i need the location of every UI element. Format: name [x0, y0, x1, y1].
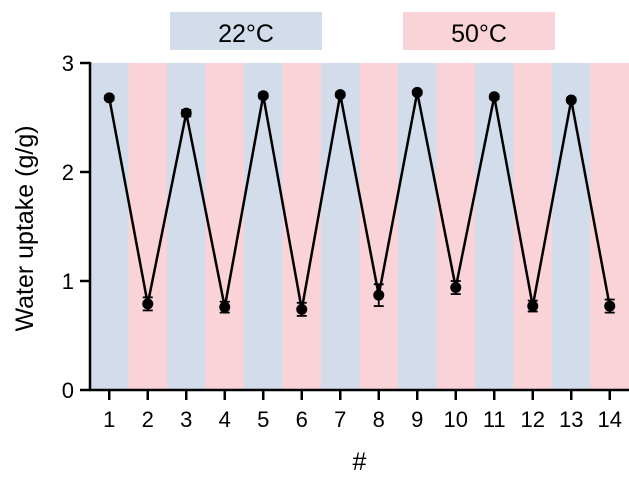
band-50c: [591, 63, 629, 390]
x-tick-label: 14: [598, 407, 622, 432]
band-22c: [90, 63, 129, 390]
y-tick-label: 3: [62, 51, 74, 76]
band-50c: [437, 63, 476, 390]
data-point: [566, 95, 577, 106]
x-tick-label: 9: [411, 407, 423, 432]
data-point: [181, 108, 192, 119]
x-tick-label: 11: [483, 407, 506, 432]
legend-label-22c: 22°C: [218, 20, 274, 48]
band-22c: [398, 63, 437, 390]
data-point: [258, 90, 269, 101]
data-point: [604, 301, 615, 312]
x-tick-label: 2: [142, 407, 154, 432]
data-point: [527, 301, 538, 312]
x-tick-label: 13: [559, 407, 583, 432]
x-tick-label: 8: [373, 407, 385, 432]
x-tick-label: 6: [296, 407, 308, 432]
legend-label-50c: 50°C: [451, 20, 507, 48]
legend: 22°C 50°C: [170, 12, 555, 50]
y-tick-label: 1: [62, 269, 74, 294]
data-point: [489, 91, 500, 102]
x-tick-label: 5: [257, 407, 269, 432]
y-tick-label: 2: [62, 160, 74, 185]
data-point: [296, 304, 307, 315]
band-22c: [321, 63, 360, 390]
y-tick-label: 0: [62, 378, 74, 403]
band-22c: [475, 63, 514, 390]
x-tick-label: 4: [219, 407, 231, 432]
band-22c: [244, 63, 283, 390]
x-tick-label: 10: [444, 407, 468, 432]
x-tick-label: 1: [103, 407, 115, 432]
x-tick-label: 7: [334, 407, 346, 432]
data-point: [335, 89, 346, 100]
data-point: [219, 302, 230, 313]
x-tick-label: 3: [180, 407, 192, 432]
data-point: [104, 92, 115, 103]
data-point: [412, 87, 423, 98]
y-axis-label: Water uptake (g/g): [11, 125, 39, 331]
x-tick-label: 12: [521, 407, 545, 432]
data-point: [142, 298, 153, 309]
data-point: [450, 282, 461, 293]
data-point: [373, 290, 384, 301]
x-axis-label: #: [353, 448, 367, 474]
band-22c: [552, 63, 591, 390]
